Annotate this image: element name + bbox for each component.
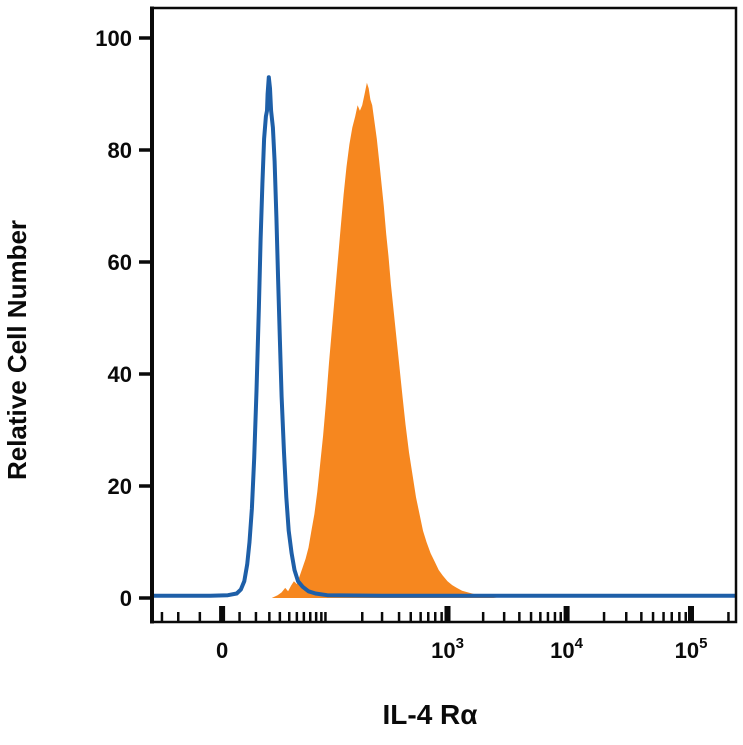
x-minor-tick bbox=[602, 612, 606, 622]
x-major-tick bbox=[688, 606, 694, 622]
x-minor-tick bbox=[440, 612, 443, 622]
y-axis-label: Relative Cell Number bbox=[2, 220, 32, 480]
y-tick-label: 20 bbox=[108, 474, 132, 499]
x-tick-label: 103 bbox=[431, 635, 464, 663]
x-minor-tick bbox=[238, 612, 241, 622]
x-minor-tick bbox=[419, 612, 422, 622]
x-major-tick bbox=[444, 606, 451, 622]
x-minor-tick bbox=[662, 612, 665, 622]
x-axis-label: IL-4 Rα bbox=[383, 699, 478, 730]
x-axis-minor-ticks bbox=[160, 612, 730, 622]
x-minor-tick bbox=[295, 612, 299, 622]
y-tick-label: 0 bbox=[120, 586, 132, 611]
x-minor-tick bbox=[678, 612, 681, 622]
series-il4ra-stained-filled bbox=[271, 82, 497, 599]
x-minor-tick bbox=[309, 612, 312, 622]
y-tick-label: 40 bbox=[108, 362, 132, 387]
x-minor-tick bbox=[288, 612, 291, 622]
x-minor-tick bbox=[278, 612, 282, 622]
y-axis-tick-labels: 0 20 40 60 80 100 bbox=[95, 26, 132, 611]
x-minor-tick bbox=[314, 612, 318, 622]
x-minor-tick bbox=[397, 612, 401, 622]
y-tick-label: 80 bbox=[108, 138, 132, 163]
x-minor-tick bbox=[324, 612, 327, 622]
x-minor-tick bbox=[320, 612, 323, 622]
x-minor-tick bbox=[481, 612, 485, 622]
x-minor-tick bbox=[559, 612, 562, 622]
x-minor-tick bbox=[684, 612, 687, 622]
x-axis-major-ticks bbox=[219, 606, 694, 622]
x-minor-tick bbox=[254, 612, 258, 622]
x-minor-tick bbox=[160, 612, 164, 622]
x-minor-tick bbox=[640, 612, 643, 622]
x-minor-tick bbox=[361, 612, 364, 622]
histogram-series-layer bbox=[152, 75, 736, 599]
series-control-open bbox=[152, 75, 736, 598]
x-minor-tick bbox=[434, 612, 437, 622]
x-minor-tick bbox=[198, 612, 202, 622]
x-major-tick bbox=[219, 606, 226, 622]
x-tick-label: 0 bbox=[216, 638, 228, 663]
x-minor-tick bbox=[727, 612, 730, 622]
x-minor-tick bbox=[546, 612, 550, 622]
x-minor-tick bbox=[625, 612, 628, 622]
y-tick-label: 100 bbox=[95, 26, 132, 51]
x-minor-tick bbox=[302, 612, 306, 622]
x-minor-tick bbox=[502, 612, 506, 622]
x-tick-label: 104 bbox=[550, 635, 583, 663]
x-minor-tick bbox=[268, 612, 271, 622]
x-minor-tick bbox=[518, 612, 521, 622]
y-axis-ticks bbox=[139, 36, 152, 600]
x-minor-tick bbox=[670, 612, 673, 622]
x-minor-tick bbox=[539, 612, 542, 622]
x-minor-tick bbox=[409, 612, 412, 622]
x-minor-tick bbox=[553, 612, 557, 622]
y-tick-label: 60 bbox=[108, 250, 132, 275]
x-minor-tick bbox=[380, 612, 384, 622]
x-minor-tick bbox=[651, 612, 655, 622]
x-minor-tick bbox=[529, 612, 533, 622]
x-minor-tick bbox=[427, 612, 430, 622]
x-tick-label: 105 bbox=[675, 635, 708, 663]
x-minor-tick bbox=[177, 612, 180, 622]
plot-border bbox=[150, 6, 738, 624]
x-major-tick bbox=[563, 606, 570, 622]
x-axis-tick-labels: 0 103 104 105 bbox=[216, 635, 707, 663]
